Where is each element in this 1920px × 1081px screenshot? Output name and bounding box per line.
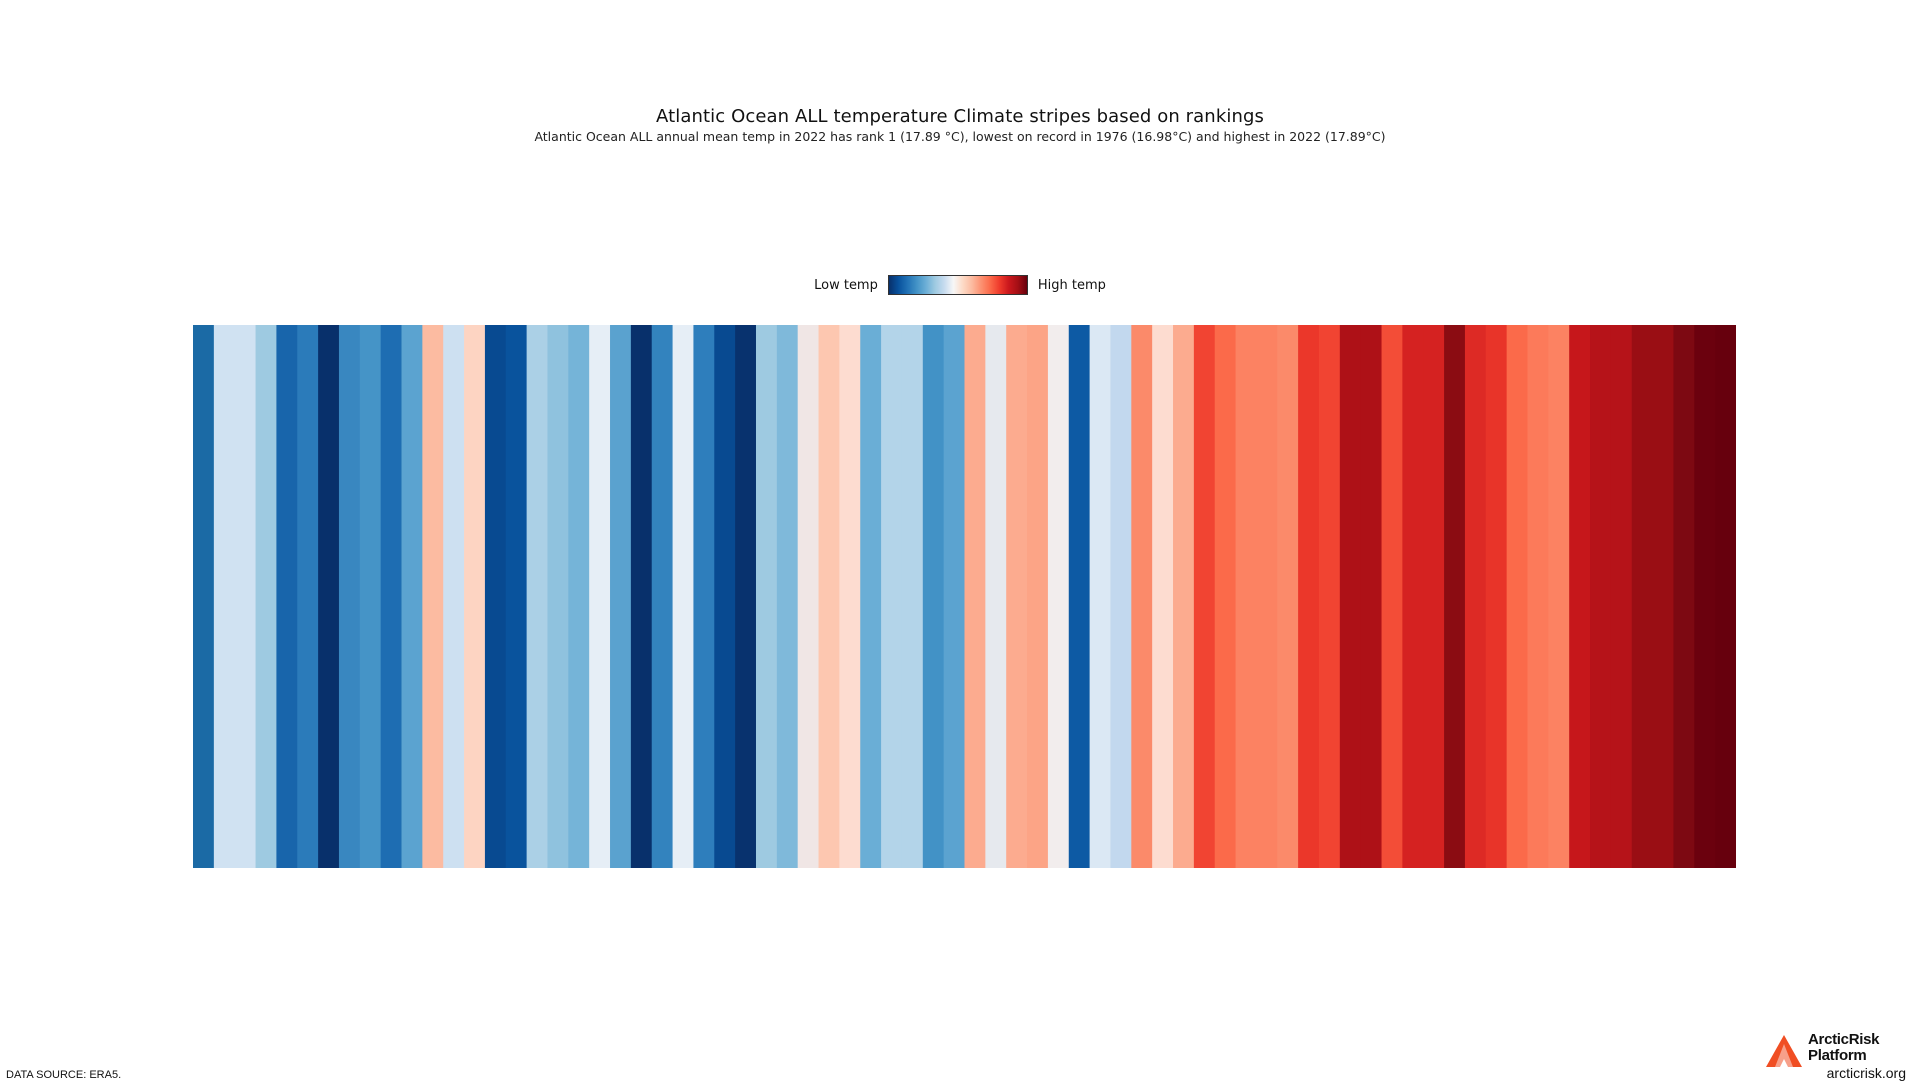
stripe-33 [881, 325, 903, 868]
stripe-49 [1214, 325, 1237, 868]
stripe-31 [839, 325, 861, 868]
stripe-53 [1298, 325, 1320, 868]
stripe-46 [1152, 325, 1174, 868]
stripe-42 [1068, 325, 1091, 868]
stripe-17 [547, 325, 569, 868]
stripe-54 [1318, 325, 1341, 868]
stripe-60 [1444, 325, 1466, 868]
stripe-1 [213, 325, 236, 868]
stripe-27 [755, 325, 778, 868]
stripe-5 [297, 325, 319, 868]
stripe-22 [651, 325, 674, 868]
stripe-15 [505, 325, 528, 868]
stripe-4 [276, 325, 298, 868]
stripe-57 [1381, 325, 1403, 868]
stripe-69 [1631, 325, 1654, 868]
stripe-55 [1339, 325, 1362, 868]
climate-stripes [193, 325, 1736, 868]
stripe-13 [464, 325, 486, 868]
brand-name-line1: ArcticRisk [1808, 1031, 1880, 1048]
stripe-24 [693, 325, 715, 868]
stripe-38 [985, 325, 1007, 868]
stripe-47 [1173, 325, 1195, 868]
stripe-9 [380, 325, 403, 868]
stripe-63 [1506, 325, 1529, 868]
stripe-70 [1652, 325, 1675, 868]
stripe-59 [1423, 325, 1445, 868]
chart-subtitle: Atlantic Ocean ALL annual mean temp in 2… [534, 129, 1386, 144]
stripe-66 [1569, 325, 1591, 868]
stripe-34 [901, 325, 924, 868]
stripe-43 [1089, 325, 1112, 868]
stripe-21 [630, 325, 653, 868]
stripe-45 [1131, 325, 1153, 868]
colorbar [887, 275, 1028, 295]
stripe-0 [193, 325, 215, 868]
stripe-35 [922, 325, 945, 868]
legend-low-label: Low temp [814, 277, 878, 293]
stripe-64 [1527, 325, 1549, 868]
stripe-32 [860, 325, 882, 868]
stripe-2 [234, 325, 257, 868]
stripe-58 [1402, 325, 1424, 868]
stripe-3 [255, 325, 277, 868]
legend-high-label: High temp [1037, 277, 1106, 293]
stripe-40 [1027, 325, 1049, 868]
stripe-29 [797, 325, 820, 868]
stripe-23 [672, 325, 695, 868]
stripe-10 [401, 325, 423, 868]
stripe-67 [1590, 325, 1612, 868]
stripe-61 [1464, 325, 1487, 868]
stripe-18 [568, 325, 590, 868]
stripe-37 [964, 325, 986, 868]
brand-name-line2: Platform [1808, 1047, 1867, 1064]
stripe-14 [484, 325, 507, 868]
brand-name: ArcticRisk Platform [1808, 1031, 1880, 1064]
stripe-65 [1548, 325, 1570, 868]
stripe-68 [1610, 325, 1633, 868]
stripe-71 [1673, 325, 1695, 868]
stripe-25 [714, 325, 736, 868]
stripe-7 [338, 325, 361, 868]
stripe-41 [1047, 325, 1070, 868]
stripe-6 [318, 325, 340, 868]
stripe-11 [422, 325, 444, 868]
stripe-56 [1360, 325, 1383, 868]
stripe-16 [526, 325, 549, 868]
chart-title: Atlantic Ocean ALL temperature Climate s… [656, 106, 1264, 127]
stripe-36 [943, 325, 966, 868]
stripe-20 [610, 325, 632, 868]
stripe-50 [1235, 325, 1258, 868]
stripe-8 [359, 325, 382, 868]
stripe-30 [818, 325, 840, 868]
data-source-note: DATA SOURCE: ERA5. [6, 1069, 122, 1081]
stripe-62 [1485, 325, 1508, 868]
stripe-73 [1715, 325, 1736, 868]
stripe-48 [1193, 325, 1216, 868]
stripe-26 [735, 325, 757, 868]
stripe-72 [1694, 325, 1716, 868]
stripe-19 [589, 325, 611, 868]
stripe-39 [1006, 325, 1028, 868]
stripe-28 [776, 325, 799, 868]
stripe-52 [1277, 325, 1299, 868]
stripe-44 [1110, 325, 1132, 868]
brand-block: ArcticRisk Platform arcticrisk.org [1766, 1031, 1906, 1081]
stripe-51 [1256, 325, 1278, 868]
arcticrisk-logo-icon [1766, 1035, 1802, 1067]
colorbar-legend: Low temp High temp [0, 275, 1920, 295]
stripe-12 [443, 325, 465, 868]
brand-url: arcticrisk.org [1826, 1065, 1906, 1081]
